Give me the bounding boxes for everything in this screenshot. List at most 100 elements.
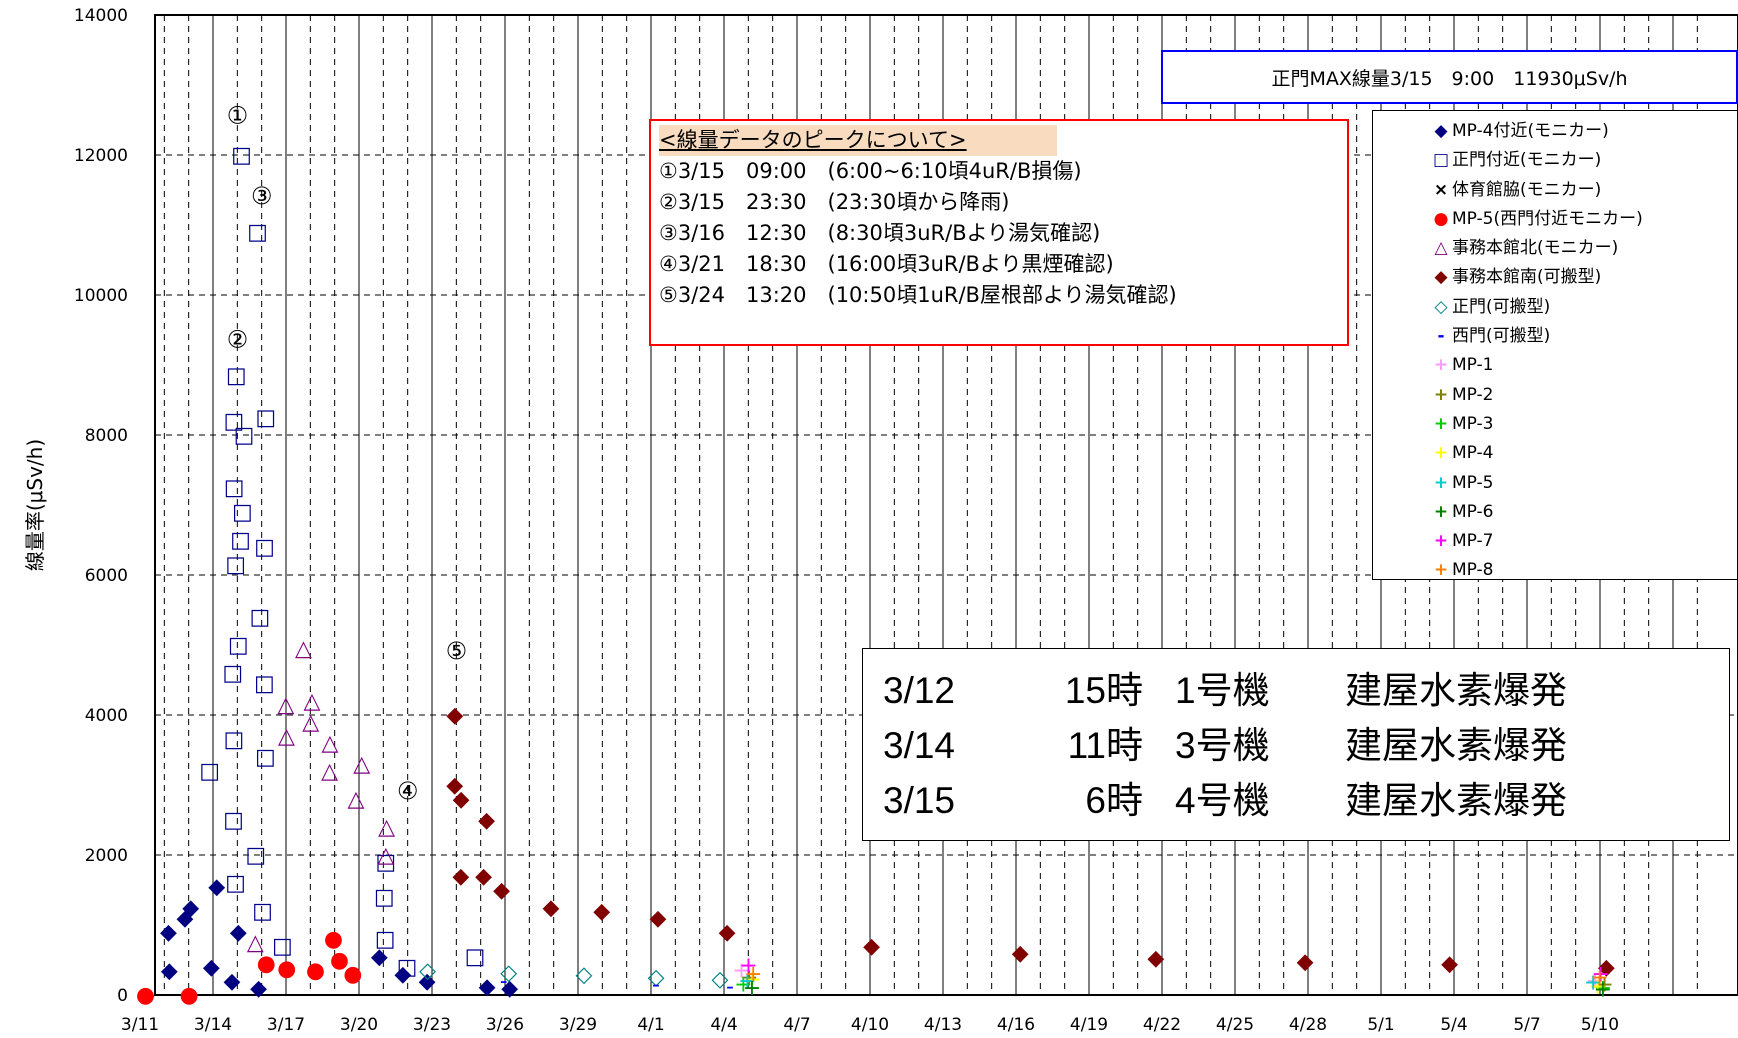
peak-marker: ① [227, 102, 249, 130]
legend: ◆ MP-4付近(モニカー) □ 正門付近(モニカー) × 体育館脇(モニカー) ● MP-5… [1372, 110, 1738, 580]
data-point: ◆ [475, 864, 492, 889]
x-tick-label: 4/28 [1289, 1015, 1327, 1035]
legend-label: MP-8 [1452, 560, 1494, 580]
data-point: ◆ [650, 906, 667, 931]
x-tick-label: 4/10 [851, 1015, 889, 1035]
x-tick-label: 5/7 [1513, 1015, 1540, 1035]
x-tick-label: 4/13 [924, 1015, 962, 1035]
legend-marker: + [1433, 498, 1449, 527]
event-unit: 3号機 [1175, 718, 1345, 773]
legend-marker: + [1433, 527, 1449, 556]
y-tick-label: 10000 [74, 286, 128, 306]
data-point: □ [232, 500, 253, 525]
legend-label: MP-4付近(モニカー) [1452, 121, 1609, 141]
data-point: ◆ [479, 975, 496, 1000]
event-date: 3/12 [883, 663, 1013, 718]
legend-item: + MP-6 [1433, 498, 1737, 527]
data-point: □ [224, 476, 245, 501]
legend-marker: ◇ [1433, 293, 1449, 322]
y-axis-ticks: 0 2000 4000 6000 8000 10000 12000 14000 [74, 6, 128, 1006]
data-point: □ [228, 633, 249, 658]
legend-item: + MP-2 [1433, 381, 1737, 410]
data-point: □ [255, 406, 276, 431]
data-point: □ [465, 945, 486, 970]
y-tick-label: 0 [117, 986, 128, 1006]
peak-marker: ④ [397, 777, 419, 805]
legend-marker: - [1433, 322, 1449, 351]
data-point: □ [252, 899, 273, 924]
data-point: ◆ [452, 864, 469, 889]
data-point: ◆ [1441, 952, 1458, 977]
data-point: ◆ [493, 878, 510, 903]
x-tick-label: 4/19 [1070, 1015, 1108, 1035]
data-point: ◆ [1012, 941, 1029, 966]
legend-label: 正門付近(モニカー) [1452, 150, 1601, 170]
x-tick-label: 5/10 [1581, 1015, 1619, 1035]
data-point: △ [377, 843, 394, 868]
data-point: ◆ [1297, 949, 1314, 974]
legend-label: MP-2 [1452, 385, 1494, 405]
data-point: ◆ [182, 896, 199, 921]
legend-marker: × [1433, 176, 1449, 205]
data-point: □ [245, 843, 266, 868]
y-tick-label: 2000 [85, 846, 128, 866]
legend-item: ◆ 事務本館南(可搬型) [1433, 263, 1737, 292]
data-point: + [744, 962, 762, 987]
data-point: ● [324, 927, 343, 952]
data-point: △ [295, 637, 312, 662]
y-tick-label: 8000 [85, 426, 128, 446]
peak-marker: ② [227, 326, 249, 354]
x-tick-label: 4/4 [710, 1015, 737, 1035]
data-point: △ [247, 931, 264, 956]
x-tick-label: 3/14 [194, 1015, 232, 1035]
data-point: □ [199, 759, 220, 784]
x-tick-label: 3/29 [559, 1015, 597, 1035]
event-row: 3/15 6時 4号機 建屋水素爆発 [883, 773, 1729, 828]
data-point: □ [223, 728, 244, 753]
y-tick-label: 12000 [74, 146, 128, 166]
legend-marker: △ [1433, 234, 1449, 263]
data-point: □ [254, 535, 275, 560]
data-point: - [500, 969, 508, 994]
data-point: △ [302, 710, 319, 735]
legend-marker: + [1433, 556, 1449, 585]
data-point: □ [234, 423, 255, 448]
peak-note-3: ③3/16 12:30 (8:30頃3uR/Bより湯気確認) [659, 218, 1339, 249]
event-row: 3/14 11時 3号機 建屋水素爆発 [883, 718, 1729, 773]
event-date: 3/15 [883, 773, 1013, 828]
legend-item: ● MP-5(西門付近モニカー) [1433, 205, 1737, 234]
peak-notes-heading: <線量データのピークについて> [659, 125, 1057, 156]
event-unit: 4号機 [1175, 773, 1345, 828]
peak-note-4: ④3/21 18:30 (16:00頃3uR/Bより黒煙確認) [659, 249, 1339, 280]
legend-label: 西門(可搬型) [1452, 326, 1550, 346]
peak-note-2: ②3/15 23:30 (23:30頃から降雨) [659, 187, 1339, 218]
data-point: ● [179, 983, 198, 1008]
data-point: △ [378, 815, 395, 840]
data-point: △ [348, 787, 365, 812]
data-point: ● [343, 962, 362, 987]
data-point: □ [225, 553, 246, 578]
legend-marker: + [1433, 351, 1449, 380]
data-point: ● [277, 956, 296, 981]
data-point: ◆ [719, 920, 736, 945]
data-point: ◆ [863, 934, 880, 959]
data-point: □ [222, 661, 243, 686]
x-tick-label: 5/1 [1367, 1015, 1394, 1035]
legend-label: MP-3 [1452, 414, 1494, 434]
legend-marker: + [1433, 381, 1449, 410]
x-tick-label: 4/25 [1216, 1015, 1254, 1035]
peak-marker: ③ [251, 182, 273, 210]
data-point: ◆ [160, 920, 177, 945]
legend-label: 体育館脇(モニカー) [1452, 180, 1601, 200]
x-tick-label: 3/23 [413, 1015, 451, 1035]
legend-item: □ 正門付近(モニカー) [1433, 146, 1737, 175]
max-dose-text: 正門MAX線量3/15 9:00 11930μSv/h [1271, 64, 1627, 91]
data-point: △ [321, 759, 338, 784]
data-point: ◇ [419, 959, 436, 984]
data-point: ◆ [446, 703, 463, 728]
legend-label: MP-6 [1452, 502, 1494, 522]
legend-item: + MP-8 [1433, 556, 1737, 585]
legend-label: MP-1 [1452, 355, 1494, 375]
data-point: ◆ [593, 899, 610, 924]
x-tick-label: 3/17 [267, 1015, 305, 1035]
